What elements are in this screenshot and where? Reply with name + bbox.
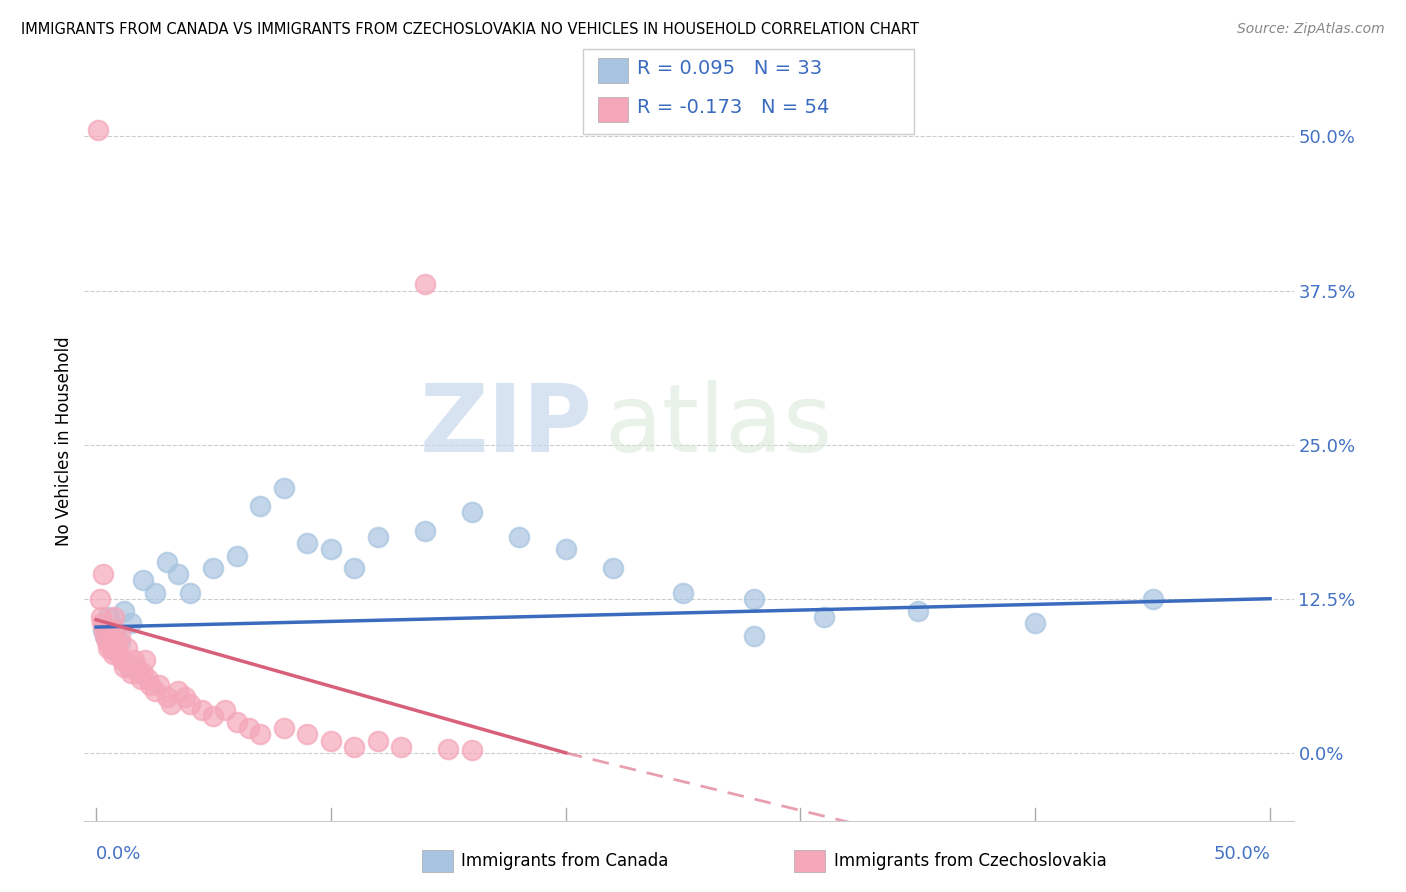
- Point: [297, 536, 319, 550]
- Point: [90, 610, 112, 624]
- Point: [202, 561, 225, 575]
- Point: [108, 635, 131, 649]
- Point: [461, 743, 484, 757]
- Point: [127, 665, 149, 680]
- Text: 0.0%: 0.0%: [96, 846, 142, 863]
- Point: [319, 733, 342, 747]
- Point: [96, 635, 118, 649]
- Point: [167, 567, 190, 582]
- Point: [273, 481, 295, 495]
- Text: 50.0%: 50.0%: [1213, 846, 1270, 863]
- Point: [174, 690, 197, 705]
- Point: [167, 684, 190, 698]
- Point: [118, 659, 141, 673]
- Point: [214, 703, 236, 717]
- Point: [1024, 616, 1046, 631]
- Point: [94, 629, 117, 643]
- Point: [87, 123, 110, 137]
- Point: [111, 653, 134, 667]
- Point: [120, 665, 142, 680]
- Point: [367, 733, 389, 747]
- Point: [101, 641, 124, 656]
- Point: [554, 542, 576, 557]
- Point: [112, 604, 135, 618]
- Point: [125, 659, 148, 673]
- Point: [136, 672, 159, 686]
- Point: [343, 739, 366, 754]
- Point: [508, 530, 530, 544]
- Text: ZIP: ZIP: [419, 380, 592, 473]
- Point: [202, 709, 225, 723]
- Point: [226, 549, 249, 563]
- Text: R = 0.095   N = 33: R = 0.095 N = 33: [637, 59, 823, 78]
- Point: [155, 555, 177, 569]
- Point: [1142, 591, 1164, 606]
- Point: [93, 623, 115, 637]
- Point: [122, 653, 145, 667]
- Text: Immigrants from Czechoslovakia: Immigrants from Czechoslovakia: [834, 852, 1107, 870]
- Point: [672, 585, 695, 599]
- Point: [148, 678, 170, 692]
- Point: [91, 567, 114, 582]
- Point: [179, 585, 201, 599]
- Point: [813, 610, 835, 624]
- Point: [179, 697, 201, 711]
- Point: [100, 641, 122, 656]
- Point: [105, 641, 128, 656]
- Point: [120, 616, 142, 631]
- Point: [115, 641, 138, 656]
- Point: [190, 703, 212, 717]
- Point: [249, 500, 271, 514]
- Point: [907, 604, 929, 618]
- Point: [112, 659, 135, 673]
- Point: [98, 635, 121, 649]
- Point: [742, 629, 765, 643]
- Point: [367, 530, 389, 544]
- Point: [97, 610, 120, 624]
- Point: [101, 647, 124, 661]
- Point: [297, 727, 319, 741]
- Point: [132, 665, 155, 680]
- Point: [108, 629, 131, 643]
- Point: [94, 629, 117, 643]
- Point: [413, 277, 436, 292]
- Point: [132, 573, 155, 587]
- Text: R = -0.173   N = 54: R = -0.173 N = 54: [637, 97, 830, 117]
- Point: [134, 653, 156, 667]
- Point: [89, 591, 111, 606]
- Point: [107, 647, 129, 661]
- Point: [273, 721, 295, 735]
- Y-axis label: No Vehicles in Household: No Vehicles in Household: [55, 336, 73, 547]
- Point: [143, 684, 166, 698]
- Point: [249, 727, 271, 741]
- Point: [98, 623, 121, 637]
- Point: [413, 524, 436, 538]
- Point: [461, 505, 484, 519]
- Point: [97, 641, 120, 656]
- Point: [437, 742, 460, 756]
- Point: [343, 561, 366, 575]
- Text: Source: ZipAtlas.com: Source: ZipAtlas.com: [1237, 22, 1385, 37]
- Point: [104, 623, 127, 637]
- Point: [389, 739, 412, 754]
- Point: [129, 672, 152, 686]
- Point: [143, 585, 166, 599]
- Point: [139, 678, 162, 692]
- Point: [103, 610, 125, 624]
- Point: [319, 542, 342, 557]
- Point: [602, 561, 624, 575]
- Point: [104, 623, 127, 637]
- Text: atlas: atlas: [605, 380, 832, 473]
- Point: [91, 616, 114, 631]
- Point: [160, 697, 183, 711]
- Point: [238, 721, 260, 735]
- Point: [105, 635, 128, 649]
- Text: IMMIGRANTS FROM CANADA VS IMMIGRANTS FROM CZECHOSLOVAKIA NO VEHICLES IN HOUSEHOL: IMMIGRANTS FROM CANADA VS IMMIGRANTS FRO…: [21, 22, 920, 37]
- Point: [742, 591, 765, 606]
- Text: Immigrants from Canada: Immigrants from Canada: [461, 852, 668, 870]
- Point: [91, 623, 114, 637]
- Point: [155, 690, 177, 705]
- Point: [226, 714, 249, 729]
